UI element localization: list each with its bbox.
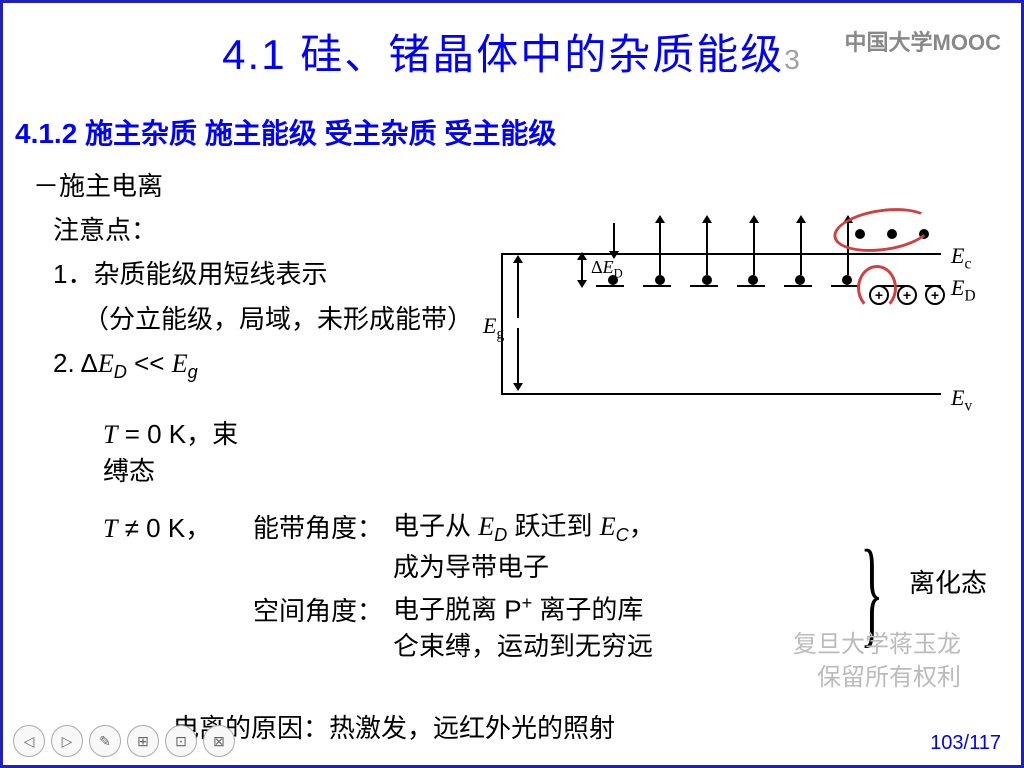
- space-angle-text: 电子脱离 P+ 离子的库 仑束缚，运动到无穷远: [393, 591, 773, 664]
- ed-dash: [784, 285, 812, 287]
- pen-button[interactable]: ✎: [89, 725, 121, 757]
- cause-line: 电离的原因：热激发，远红外光的照射: [173, 708, 615, 745]
- electron-dot: [795, 275, 805, 285]
- ionize-label: 离化态: [909, 563, 987, 600]
- electron-dot: [842, 275, 852, 285]
- tool-button-1[interactable]: ⊞: [127, 725, 159, 757]
- energy-band-diagram: + + + Ec ED Ev Eg ΔED: [481, 193, 991, 403]
- ed-label: ED: [951, 275, 976, 305]
- donor-ion: +: [925, 285, 945, 305]
- tool-button-3[interactable]: ⊠: [203, 725, 235, 757]
- ded-arrow-down: [581, 270, 583, 280]
- ev-line: [501, 393, 941, 395]
- ed-dash: [690, 285, 718, 287]
- ed-dash: [643, 285, 671, 287]
- e-arrow: [753, 223, 755, 275]
- player-toolbar: ◁ ▷ ✎ ⊞ ⊡ ⊠: [13, 725, 235, 757]
- ded-arrow-up: [581, 260, 583, 270]
- band-angle-label: 能带角度：: [253, 508, 393, 545]
- ded-label: ΔED: [591, 257, 623, 282]
- donor-ion: +: [897, 285, 917, 305]
- e-arrow: [800, 223, 802, 275]
- e-arrow: [613, 223, 615, 251]
- electron-dot: [655, 275, 665, 285]
- ec-line: [501, 253, 941, 255]
- tool-button-2[interactable]: ⊡: [165, 725, 197, 757]
- watermark-bottom: 复旦大学蒋玉龙 保留所有权利: [793, 628, 961, 695]
- electron-dot: [748, 275, 758, 285]
- t0k-label: T = 0 K，束缚态: [103, 414, 253, 488]
- watermark-top: 中国大学MOOC: [845, 25, 1001, 57]
- e-arrow: [706, 223, 708, 275]
- ed-dash: [831, 285, 859, 287]
- annotation-scribble: [857, 265, 897, 311]
- ed-dash: [596, 285, 624, 287]
- eg-arrow-down: [517, 328, 519, 383]
- band-angle-text: 电子从 ED 跃迁到 EC， 成为导带电子: [393, 508, 773, 585]
- page-number: 103/117: [930, 732, 1001, 755]
- ed-dash: [737, 285, 765, 287]
- e-arrow: [659, 223, 661, 275]
- next-button[interactable]: ▷: [51, 725, 83, 757]
- space-angle-label: 空间角度：: [253, 591, 393, 628]
- section-subtitle: 4.1.2 施主杂质 施主能级 受主杂质 受主能级: [15, 112, 1021, 152]
- eg-label: Eg: [483, 313, 504, 343]
- ec-label: Ec: [951, 243, 971, 273]
- prev-button[interactable]: ◁: [13, 725, 45, 757]
- ev-label: Ev: [951, 385, 972, 415]
- tnk-label: T ≠ 0 K，: [103, 508, 253, 545]
- electron-dot: [702, 275, 712, 285]
- eg-arrow-up: [517, 263, 519, 318]
